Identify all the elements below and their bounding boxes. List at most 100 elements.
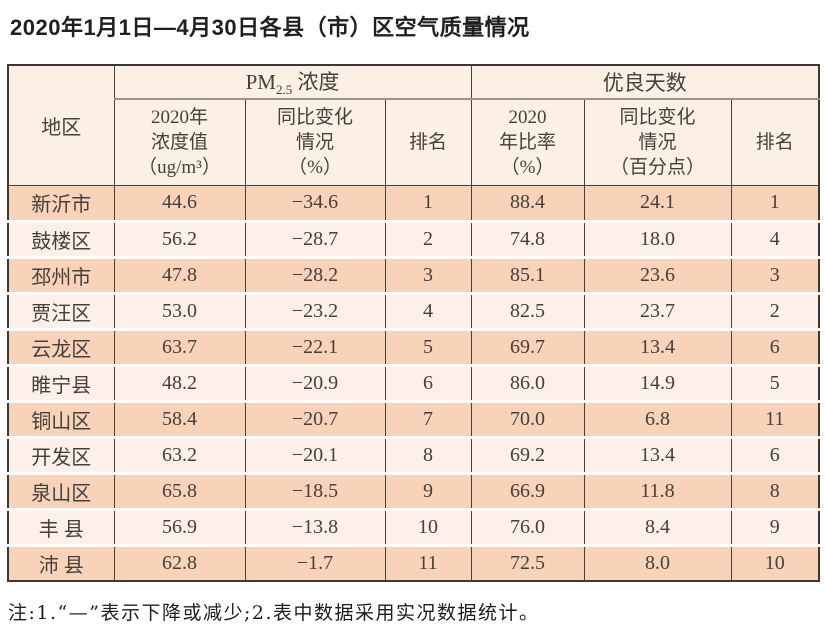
table-row: 云龙区 63.7 −22.1 5 69.7 13.4 6 — [8, 329, 820, 367]
region-cell: 泉山区 — [8, 473, 114, 511]
region-cell: 鼓楼区 — [8, 221, 114, 259]
pm-rank-cell: 7 — [384, 401, 472, 439]
good-change-cell: 13.4 — [583, 329, 732, 367]
pm-rank-cell: 6 — [384, 365, 472, 403]
pm-change-cell: −23.2 — [244, 293, 385, 331]
header-pm-value: 2020年 浓度值 （ug/m³） — [113, 99, 245, 186]
region-cell: 沛 县 — [8, 545, 114, 582]
header-pm-group: PM2.5 浓度 — [113, 65, 472, 101]
table-row: 鼓楼区 56.2 −28.7 2 74.8 18.0 4 — [8, 221, 820, 259]
footnote: 注:1.“—”表示下降或减少;2.表中数据采用实况数据统计。 — [8, 602, 540, 625]
table-row: 开发区 63.2 −20.1 8 69.2 13.4 6 — [8, 437, 820, 475]
pm-rank-cell: 5 — [384, 329, 472, 367]
good-change-cell: 18.0 — [583, 221, 732, 259]
table-row: 泉山区 65.8 −18.5 9 66.9 11.8 8 — [8, 473, 820, 511]
good-ratio-cell: 69.2 — [470, 437, 585, 475]
table-body: 新沂市 44.6 −34.6 1 88.4 24.1 1 鼓楼区 56.2 −2… — [8, 185, 820, 582]
good-change-cell: 8.4 — [583, 509, 732, 547]
good-change-cell: 11.8 — [583, 473, 732, 511]
good-change-cell: 6.8 — [583, 401, 732, 439]
pm-change-cell: −28.7 — [244, 221, 385, 259]
pm-change-cell: −18.5 — [244, 473, 385, 511]
pm-label: PM — [245, 70, 276, 94]
good-rank-cell: 8 — [730, 473, 820, 511]
pm-rank-cell: 4 — [384, 293, 472, 331]
air-quality-table: 地区 PM2.5 浓度 优良天数 2020年 浓度值 （ug/m³） 同比变化 … — [7, 64, 821, 583]
pm-rank-cell: 2 — [384, 221, 472, 259]
good-change-cell: 23.7 — [583, 293, 732, 331]
pm-label-suffix: 浓度 — [292, 70, 340, 94]
region-cell: 云龙区 — [8, 329, 114, 367]
header-pm-change: 同比变化 情况 （%） — [244, 99, 385, 186]
pm-value-cell: 48.2 — [113, 365, 245, 403]
header-good-change: 同比变化 情况 （百分点） — [583, 99, 732, 186]
good-ratio-cell: 70.0 — [470, 401, 585, 439]
page-title: 2020年1月1日—4月30日各县（市）区空气质量情况 — [10, 15, 530, 40]
pm-value-cell: 63.2 — [113, 437, 245, 475]
region-cell: 开发区 — [8, 437, 114, 475]
good-change-cell: 24.1 — [583, 185, 732, 223]
good-rank-cell: 2 — [730, 293, 820, 331]
good-rank-cell: 3 — [730, 257, 820, 295]
pm-change-cell: −20.1 — [244, 437, 385, 475]
table-row: 睢宁县 48.2 −20.9 6 86.0 14.9 5 — [8, 365, 820, 403]
region-cell: 睢宁县 — [8, 365, 114, 403]
region-cell: 丰 县 — [8, 509, 114, 547]
pm-rank-cell: 1 — [384, 185, 472, 223]
pm-value-cell: 62.8 — [113, 545, 245, 582]
region-cell: 铜山区 — [8, 401, 114, 439]
header-pm-rank: 排名 — [384, 99, 472, 186]
pm-rank-cell: 8 — [384, 437, 472, 475]
table-row: 沛 县 62.8 −1.7 11 72.5 8.0 10 — [8, 545, 820, 582]
good-change-cell: 14.9 — [583, 365, 732, 403]
pm-change-cell: −28.2 — [244, 257, 385, 295]
region-cell: 邳州市 — [8, 257, 114, 295]
pm-change-cell: −1.7 — [244, 545, 385, 582]
table-row: 新沂市 44.6 −34.6 1 88.4 24.1 1 — [8, 185, 820, 223]
table-row: 贾汪区 53.0 −23.2 4 82.5 23.7 2 — [8, 293, 820, 331]
pm-value-cell: 44.6 — [113, 185, 245, 223]
good-ratio-cell: 86.0 — [470, 365, 585, 403]
header-group-row: 地区 PM2.5 浓度 优良天数 — [8, 65, 820, 186]
good-ratio-cell: 69.7 — [470, 329, 585, 367]
good-ratio-cell: 66.9 — [470, 473, 585, 511]
good-rank-cell: 5 — [730, 365, 820, 403]
pm-change-cell: −22.1 — [244, 329, 385, 367]
pm-value-cell: 63.7 — [113, 329, 245, 367]
header-good-ratio: 2020 年比率 （%） — [470, 99, 585, 186]
pm-value-cell: 58.4 — [113, 401, 245, 439]
good-rank-cell: 9 — [730, 509, 820, 547]
good-change-cell: 23.6 — [583, 257, 732, 295]
pm-value-cell: 56.2 — [113, 221, 245, 259]
pm-change-cell: −34.6 — [244, 185, 385, 223]
good-rank-cell: 1 — [730, 185, 820, 223]
pm-subscript: 2.5 — [275, 82, 293, 98]
pm-rank-cell: 10 — [384, 509, 472, 547]
good-ratio-cell: 88.4 — [470, 185, 585, 223]
good-change-cell: 8.0 — [583, 545, 732, 582]
table-row: 丰 县 56.9 −13.8 10 76.0 8.4 9 — [8, 509, 820, 547]
pm-change-cell: −20.9 — [244, 365, 385, 403]
pm-rank-cell: 3 — [384, 257, 472, 295]
pm-rank-cell: 9 — [384, 473, 472, 511]
good-ratio-cell: 82.5 — [470, 293, 585, 331]
good-change-cell: 13.4 — [583, 437, 732, 475]
header-good-rank: 排名 — [730, 99, 820, 186]
region-cell: 新沂市 — [8, 185, 114, 223]
table-row: 铜山区 58.4 −20.7 7 70.0 6.8 11 — [8, 401, 820, 439]
pm-value-cell: 65.8 — [113, 473, 245, 511]
pm-change-cell: −13.8 — [244, 509, 385, 547]
good-rank-cell: 10 — [730, 545, 820, 582]
header-good-days-group: 优良天数 — [470, 65, 820, 101]
pm-value-cell: 53.0 — [113, 293, 245, 331]
good-rank-cell: 4 — [730, 221, 820, 259]
good-rank-cell: 6 — [730, 329, 820, 367]
good-ratio-cell: 72.5 — [470, 545, 585, 582]
region-cell: 贾汪区 — [8, 293, 114, 331]
pm-change-cell: −20.7 — [244, 401, 385, 439]
good-ratio-cell: 85.1 — [470, 257, 585, 295]
header-sub-row: 2020年 浓度值 （ug/m³） 同比变化 情况 （%） 排名 2020 年比… — [8, 99, 820, 186]
table-header: 地区 PM2.5 浓度 优良天数 2020年 浓度值 （ug/m³） 同比变化 … — [8, 65, 820, 186]
pm-value-cell: 47.8 — [113, 257, 245, 295]
table-row: 邳州市 47.8 −28.2 3 85.1 23.6 3 — [8, 257, 820, 295]
